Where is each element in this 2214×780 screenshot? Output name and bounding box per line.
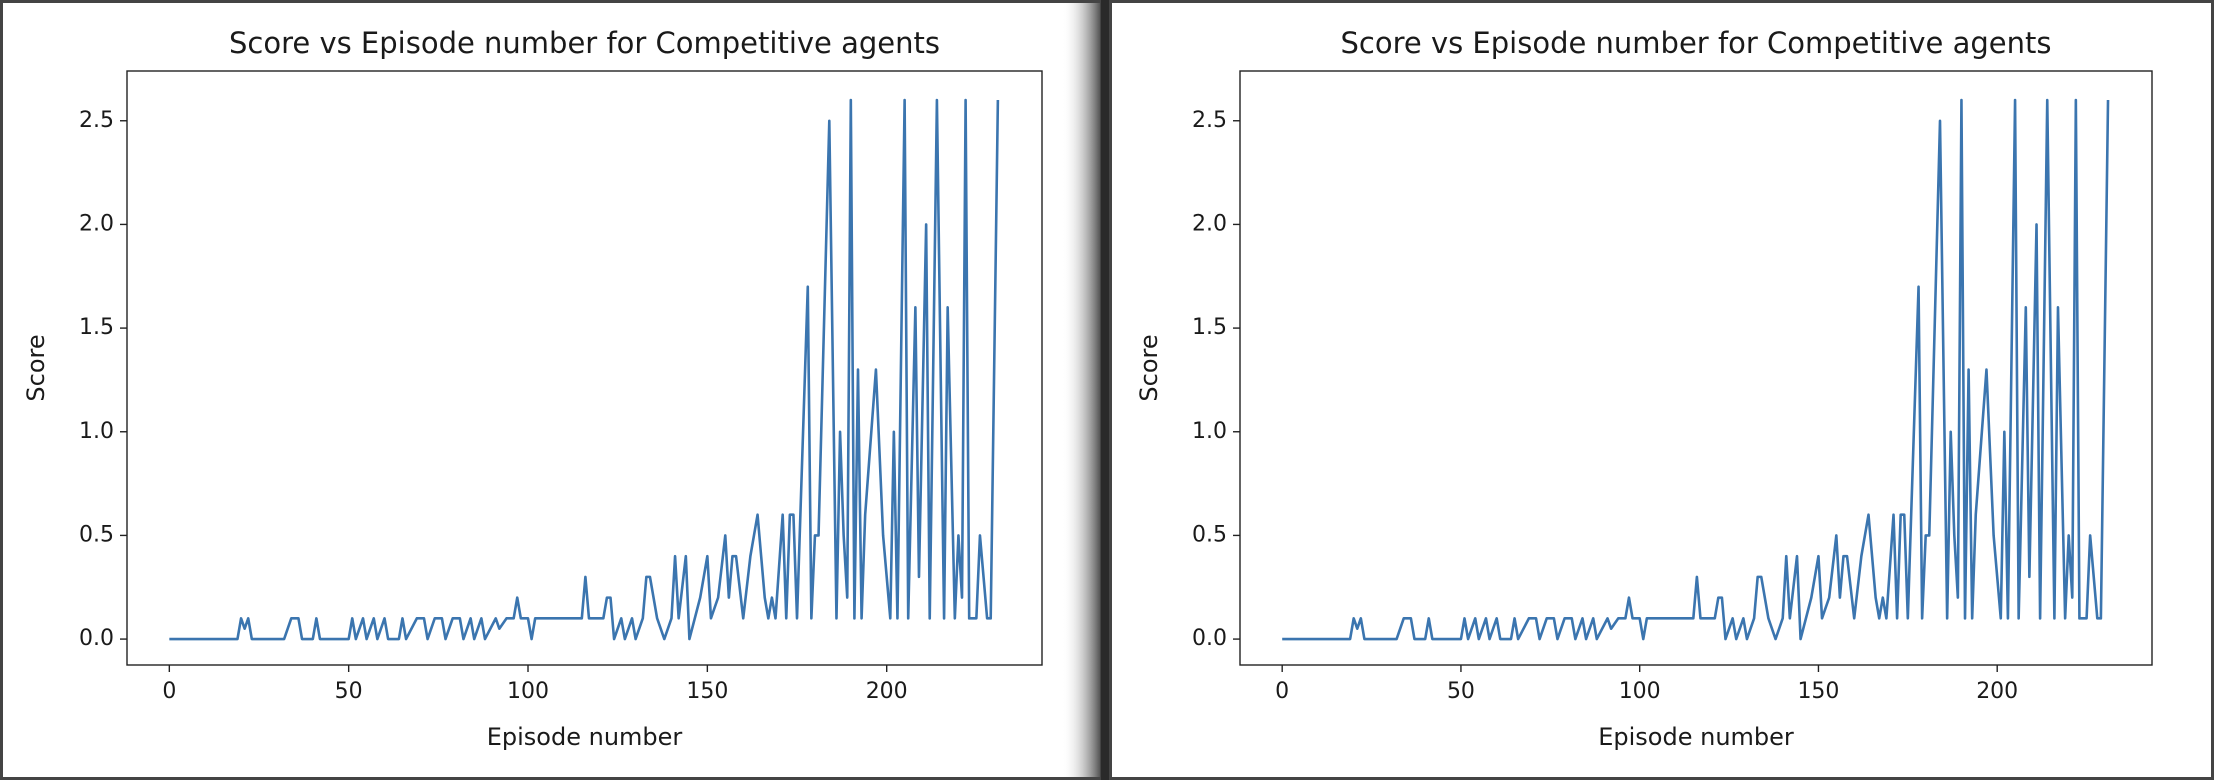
x-axis-label: Episode number	[1598, 723, 1794, 751]
x-axis-label: Episode number	[487, 723, 683, 751]
x-tick-label: 200	[866, 679, 908, 704]
x-tick-label: 50	[1447, 679, 1475, 704]
x-tick-label: 0	[162, 679, 176, 704]
chart-title: Score vs Episode number for Competitive …	[1341, 26, 2052, 60]
x-tick-label: 150	[686, 679, 728, 704]
divider	[1101, 0, 1109, 780]
chart: Score vs Episode number for Competitive …	[1135, 26, 2153, 751]
plot-frame	[1239, 70, 2153, 666]
x-tick-label: 100	[507, 679, 549, 704]
y-tick-label: 2.5	[1192, 108, 1227, 133]
chart: Score vs Episode number for Competitive …	[22, 26, 1043, 751]
right-panel-frame	[1109, 0, 2214, 780]
x-tick-label: 100	[1619, 679, 1661, 704]
y-tick-label: 2.0	[1192, 211, 1227, 236]
y-axis-label: Score	[1135, 334, 1163, 401]
y-tick-label: 0.0	[79, 626, 114, 651]
plot-frame	[126, 70, 1043, 666]
panel-shadow	[1062, 3, 1100, 777]
x-tick-label: 50	[335, 679, 363, 704]
y-tick-label: 1.0	[1192, 419, 1227, 444]
y-tick-label: 0.5	[79, 522, 114, 547]
x-tick-label: 200	[1976, 679, 2018, 704]
y-tick-label: 0.5	[1192, 522, 1227, 547]
y-tick-label: 0.0	[1192, 626, 1227, 651]
y-tick-label: 2.0	[79, 211, 114, 236]
y-tick-label: 1.5	[79, 315, 114, 340]
x-tick-label: 150	[1797, 679, 1839, 704]
data-line	[1282, 98, 2110, 641]
chart-title: Score vs Episode number for Competitive …	[229, 26, 940, 60]
data-line	[169, 98, 1000, 641]
y-tick-label: 1.0	[79, 419, 114, 444]
y-axis-label: Score	[22, 334, 50, 401]
y-tick-label: 1.5	[1192, 315, 1227, 340]
x-tick-label: 0	[1275, 679, 1289, 704]
y-tick-label: 2.5	[79, 108, 114, 133]
